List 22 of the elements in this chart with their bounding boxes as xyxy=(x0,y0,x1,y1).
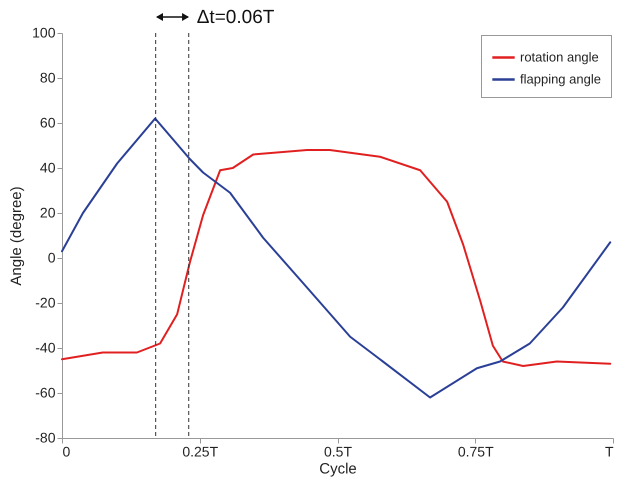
legend-label: rotation angle xyxy=(520,50,599,64)
x-tick-label: 0.25T xyxy=(182,444,219,460)
legend-label: flapping angle xyxy=(520,72,601,86)
x-tick-label: 0.5T xyxy=(324,444,352,460)
y-tick-label: -40 xyxy=(35,340,56,356)
line-series xyxy=(61,149,612,367)
x-tick-label: 0.75T xyxy=(458,444,494,460)
y-tick-label: -80 xyxy=(35,430,56,446)
y-tick-label: 40 xyxy=(40,160,56,176)
y-tick-label: -60 xyxy=(35,384,56,400)
x-tick-label: T xyxy=(604,444,614,460)
text: Δt=0.06T xyxy=(196,7,275,28)
y-tick-label: 80 xyxy=(40,70,56,86)
x-axis-title: Cycle xyxy=(319,460,357,478)
x-tick-label: 0 xyxy=(62,444,70,460)
y-tick-label: 100 xyxy=(32,24,56,40)
y-tick-label: 20 xyxy=(40,204,56,220)
line-series xyxy=(61,118,612,398)
y-tick-label: 0 xyxy=(48,250,56,266)
y-tick-label: -20 xyxy=(35,294,56,310)
y-tick-label: 60 xyxy=(40,114,56,130)
y-axis-title: Angle (degree) xyxy=(8,186,26,286)
